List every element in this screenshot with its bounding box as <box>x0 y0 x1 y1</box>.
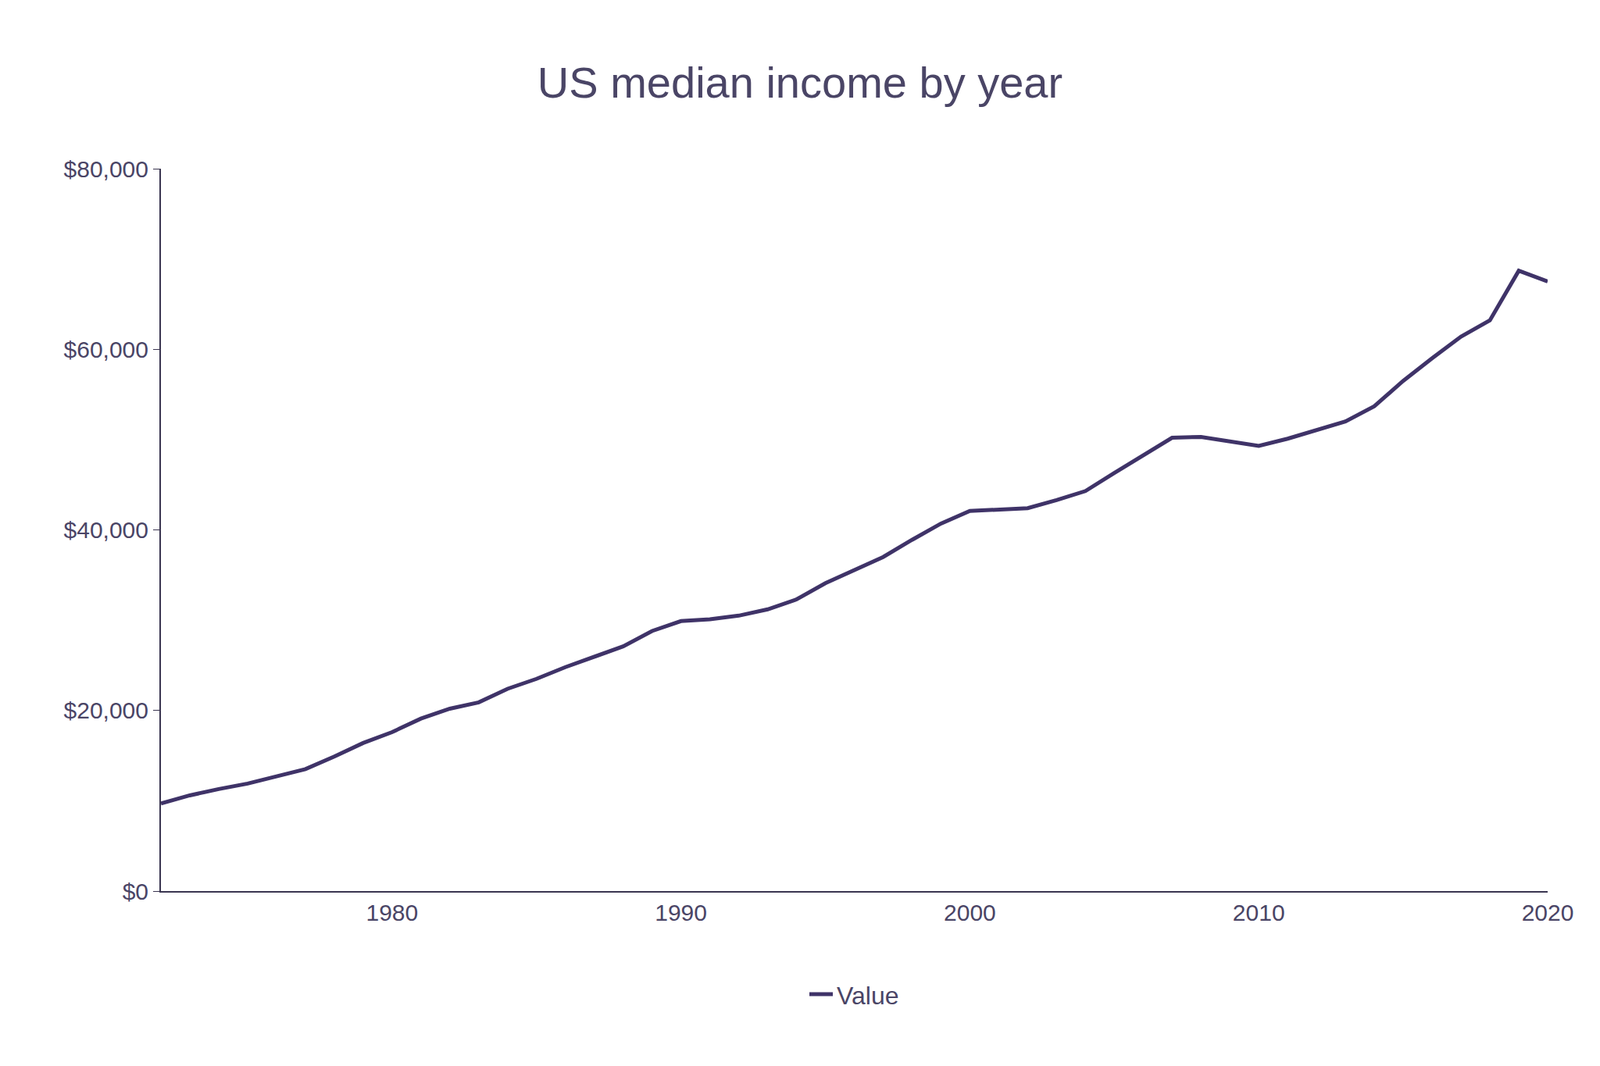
svg-text:Value: Value <box>836 982 899 1011</box>
svg-text:$80,000: $80,000 <box>64 156 149 183</box>
svg-text:1980: 1980 <box>365 900 418 926</box>
svg-text:2020: 2020 <box>1521 900 1575 926</box>
svg-text:2000: 2000 <box>943 900 997 926</box>
svg-text:US median income by year: US median income by year <box>537 57 1063 108</box>
svg-text:$60,000: $60,000 <box>64 336 149 363</box>
svg-text:$0: $0 <box>122 878 149 905</box>
svg-text:$20,000: $20,000 <box>64 697 149 724</box>
svg-text:1990: 1990 <box>654 900 708 926</box>
svg-text:2010: 2010 <box>1232 900 1286 926</box>
svg-text:$40,000: $40,000 <box>64 517 149 543</box>
